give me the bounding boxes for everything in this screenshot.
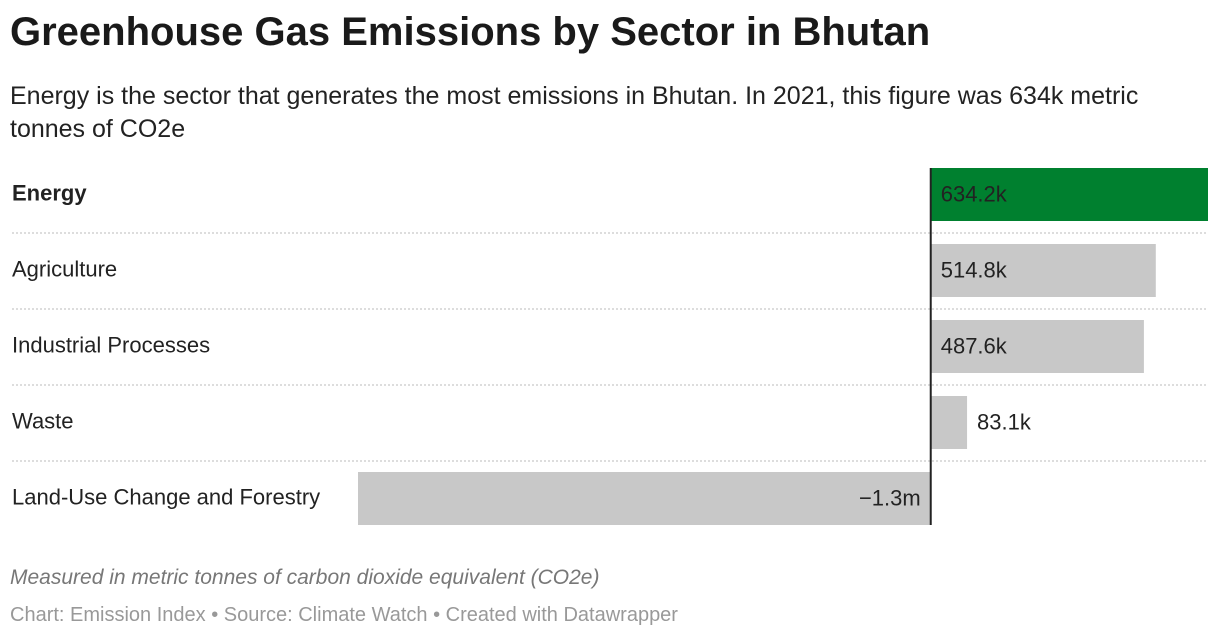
- value-label: −1.3m: [859, 485, 921, 510]
- bar: [930, 396, 968, 449]
- value-label: 83.1k: [977, 409, 1032, 434]
- value-label: 514.8k: [941, 257, 1008, 282]
- chart-title: Greenhouse Gas Emissions by Sector in Bh…: [10, 10, 931, 54]
- value-label: 634.2k: [941, 181, 1008, 206]
- value-label: 487.6k: [941, 333, 1008, 358]
- bar: [358, 472, 931, 525]
- chart-source: Chart: Emission Index • Source: Climate …: [10, 604, 678, 626]
- bar: [930, 168, 1208, 221]
- category-label: Land-Use Change and Forestry: [12, 484, 320, 509]
- category-label: Energy: [12, 180, 87, 205]
- category-label: Waste: [12, 408, 74, 433]
- category-label: Agriculture: [12, 256, 117, 281]
- chart-note: Measured in metric tonnes of carbon diox…: [10, 566, 600, 589]
- category-label: Industrial Processes: [12, 332, 210, 357]
- bar: [930, 244, 1156, 297]
- chart-subtitle: Energy is the sector that generates the …: [10, 82, 1139, 143]
- bar: [930, 320, 1144, 373]
